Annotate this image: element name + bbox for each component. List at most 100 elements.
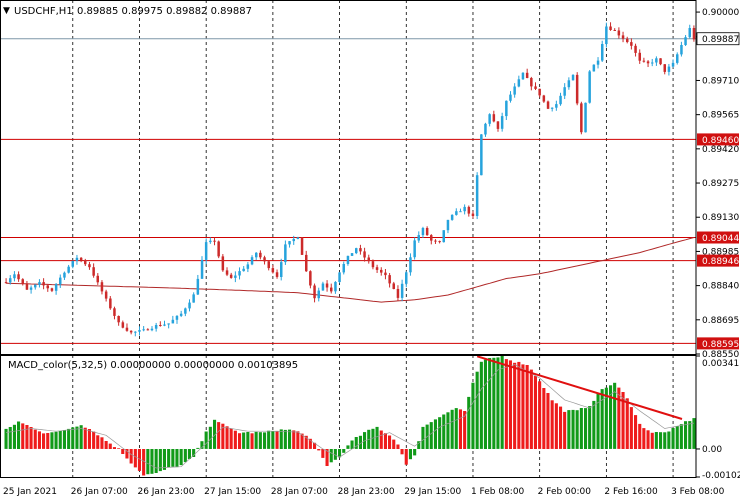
- candle-body: [421, 228, 425, 236]
- macd-histogram-bar: [604, 387, 608, 449]
- macd-histogram-bar: [150, 449, 154, 474]
- candle-body: [88, 264, 91, 268]
- candle-body: [71, 260, 74, 267]
- macd-histogram-bar: [37, 431, 41, 449]
- candle-body: [146, 329, 150, 331]
- candle-body: [638, 52, 641, 61]
- macd-histogram-bar: [296, 431, 300, 449]
- macd-histogram-bar: [71, 427, 75, 449]
- candle-body: [688, 28, 691, 38]
- candle-body: [84, 260, 87, 265]
- macd-histogram-bar: [517, 361, 521, 449]
- macd-histogram-bar: [333, 449, 337, 460]
- macd-histogram-bar: [654, 432, 658, 449]
- candle-body: [54, 284, 58, 291]
- macd-histogram-bar: [304, 435, 308, 449]
- candle-body: [280, 262, 283, 277]
- macd-histogram-bar: [275, 430, 279, 449]
- candle-body: [571, 74, 575, 81]
- main-pane-frame: [0, 0, 697, 355]
- macd-histogram-bar: [379, 430, 383, 449]
- candle-body: [134, 331, 137, 333]
- macd-histogram-bar: [233, 430, 237, 449]
- candle-body: [475, 175, 479, 216]
- levels-layer: [0, 38, 696, 344]
- symbol-label: USDCHF,H1: [14, 6, 73, 17]
- macd-histogram-bar: [213, 419, 217, 449]
- macd-histogram-bar: [650, 432, 654, 449]
- candle-body: [584, 102, 587, 133]
- candle-body: [175, 315, 179, 320]
- macd-histogram-bar: [671, 428, 675, 449]
- candle-body: [380, 269, 383, 273]
- candle-body: [296, 237, 300, 239]
- candle-body: [96, 275, 99, 283]
- candle-body: [513, 86, 516, 95]
- x-tick-label: 2 Feb 16:00: [604, 487, 658, 497]
- candle-body: [317, 290, 320, 299]
- macd-histogram-bar: [559, 406, 563, 449]
- price-tag: [696, 32, 740, 46]
- candle-body: [21, 279, 24, 284]
- y-tick-label: 0.0034112: [702, 359, 740, 369]
- macd-histogram-bar: [329, 449, 333, 463]
- candle-body: [159, 325, 162, 326]
- macd-histogram-bar: [204, 431, 208, 449]
- candle-body: [484, 123, 487, 135]
- macd-histogram-bar: [75, 426, 79, 449]
- candle-body: [250, 257, 254, 265]
- macd-histogram-bar: [112, 447, 116, 449]
- candle-body: [238, 271, 241, 276]
- macd-histogram-bar: [121, 449, 125, 454]
- macd-histogram-bar: [83, 427, 87, 449]
- candle-body: [67, 266, 70, 273]
- macd-histogram-bar: [350, 440, 354, 449]
- candle-body: [79, 257, 83, 261]
- candle-body: [446, 219, 450, 231]
- candle-body: [138, 330, 141, 332]
- macd-histogram-bar: [513, 362, 517, 449]
- macd-histogram-bar: [354, 437, 358, 449]
- x-tick-label: 25 Jan 2021: [3, 487, 57, 497]
- candle-body: [601, 44, 604, 61]
- macd-histogram-bar: [584, 408, 588, 449]
- candle-body: [463, 206, 466, 212]
- candle-body: [405, 272, 408, 284]
- frame-layer: [0, 0, 697, 478]
- candle-body: [634, 45, 637, 53]
- candle-body: [630, 42, 633, 46]
- x-tick-label: 28 Jan 23:00: [338, 487, 395, 497]
- candle-body: [113, 308, 116, 316]
- macd-histogram-bar: [613, 382, 617, 449]
- macd-histogram-bar: [292, 430, 296, 449]
- candle-body: [388, 275, 391, 284]
- macd-histogram-bar: [663, 432, 667, 449]
- macd-histogram-bar: [550, 400, 554, 449]
- macd-histogram-bar: [271, 431, 275, 449]
- macd-histogram-bar: [50, 432, 54, 449]
- candle-body: [109, 298, 112, 309]
- y-tick-label: 0.89565: [702, 111, 739, 121]
- macd-histogram-bar: [475, 371, 479, 449]
- macd-histogram-bar: [463, 411, 467, 449]
- macd-histogram-bar: [208, 426, 212, 449]
- candle-body: [325, 283, 329, 288]
- menu-triangle-icon[interactable]: ▼: [3, 6, 10, 16]
- candle-body: [350, 253, 354, 256]
- candle-body: [676, 54, 679, 63]
- candle-body: [271, 268, 275, 273]
- candle-body: [442, 230, 445, 243]
- macd-histogram-bar: [196, 447, 200, 449]
- macd-histogram-bar: [29, 427, 33, 449]
- macd-histogram-bar: [504, 359, 508, 449]
- macd-histogram-bar: [383, 433, 387, 449]
- candle-body: [550, 107, 554, 109]
- candle-body: [234, 275, 237, 278]
- price-tag-label: 0.89460: [702, 136, 739, 146]
- macd-histogram-bar: [488, 358, 492, 449]
- macd-histogram-bar: [313, 442, 317, 449]
- macd-histogram-bar: [629, 407, 633, 449]
- candle-body: [225, 270, 229, 275]
- x-tick-label: 26 Jan 07:00: [71, 487, 128, 497]
- candle-body: [684, 37, 687, 45]
